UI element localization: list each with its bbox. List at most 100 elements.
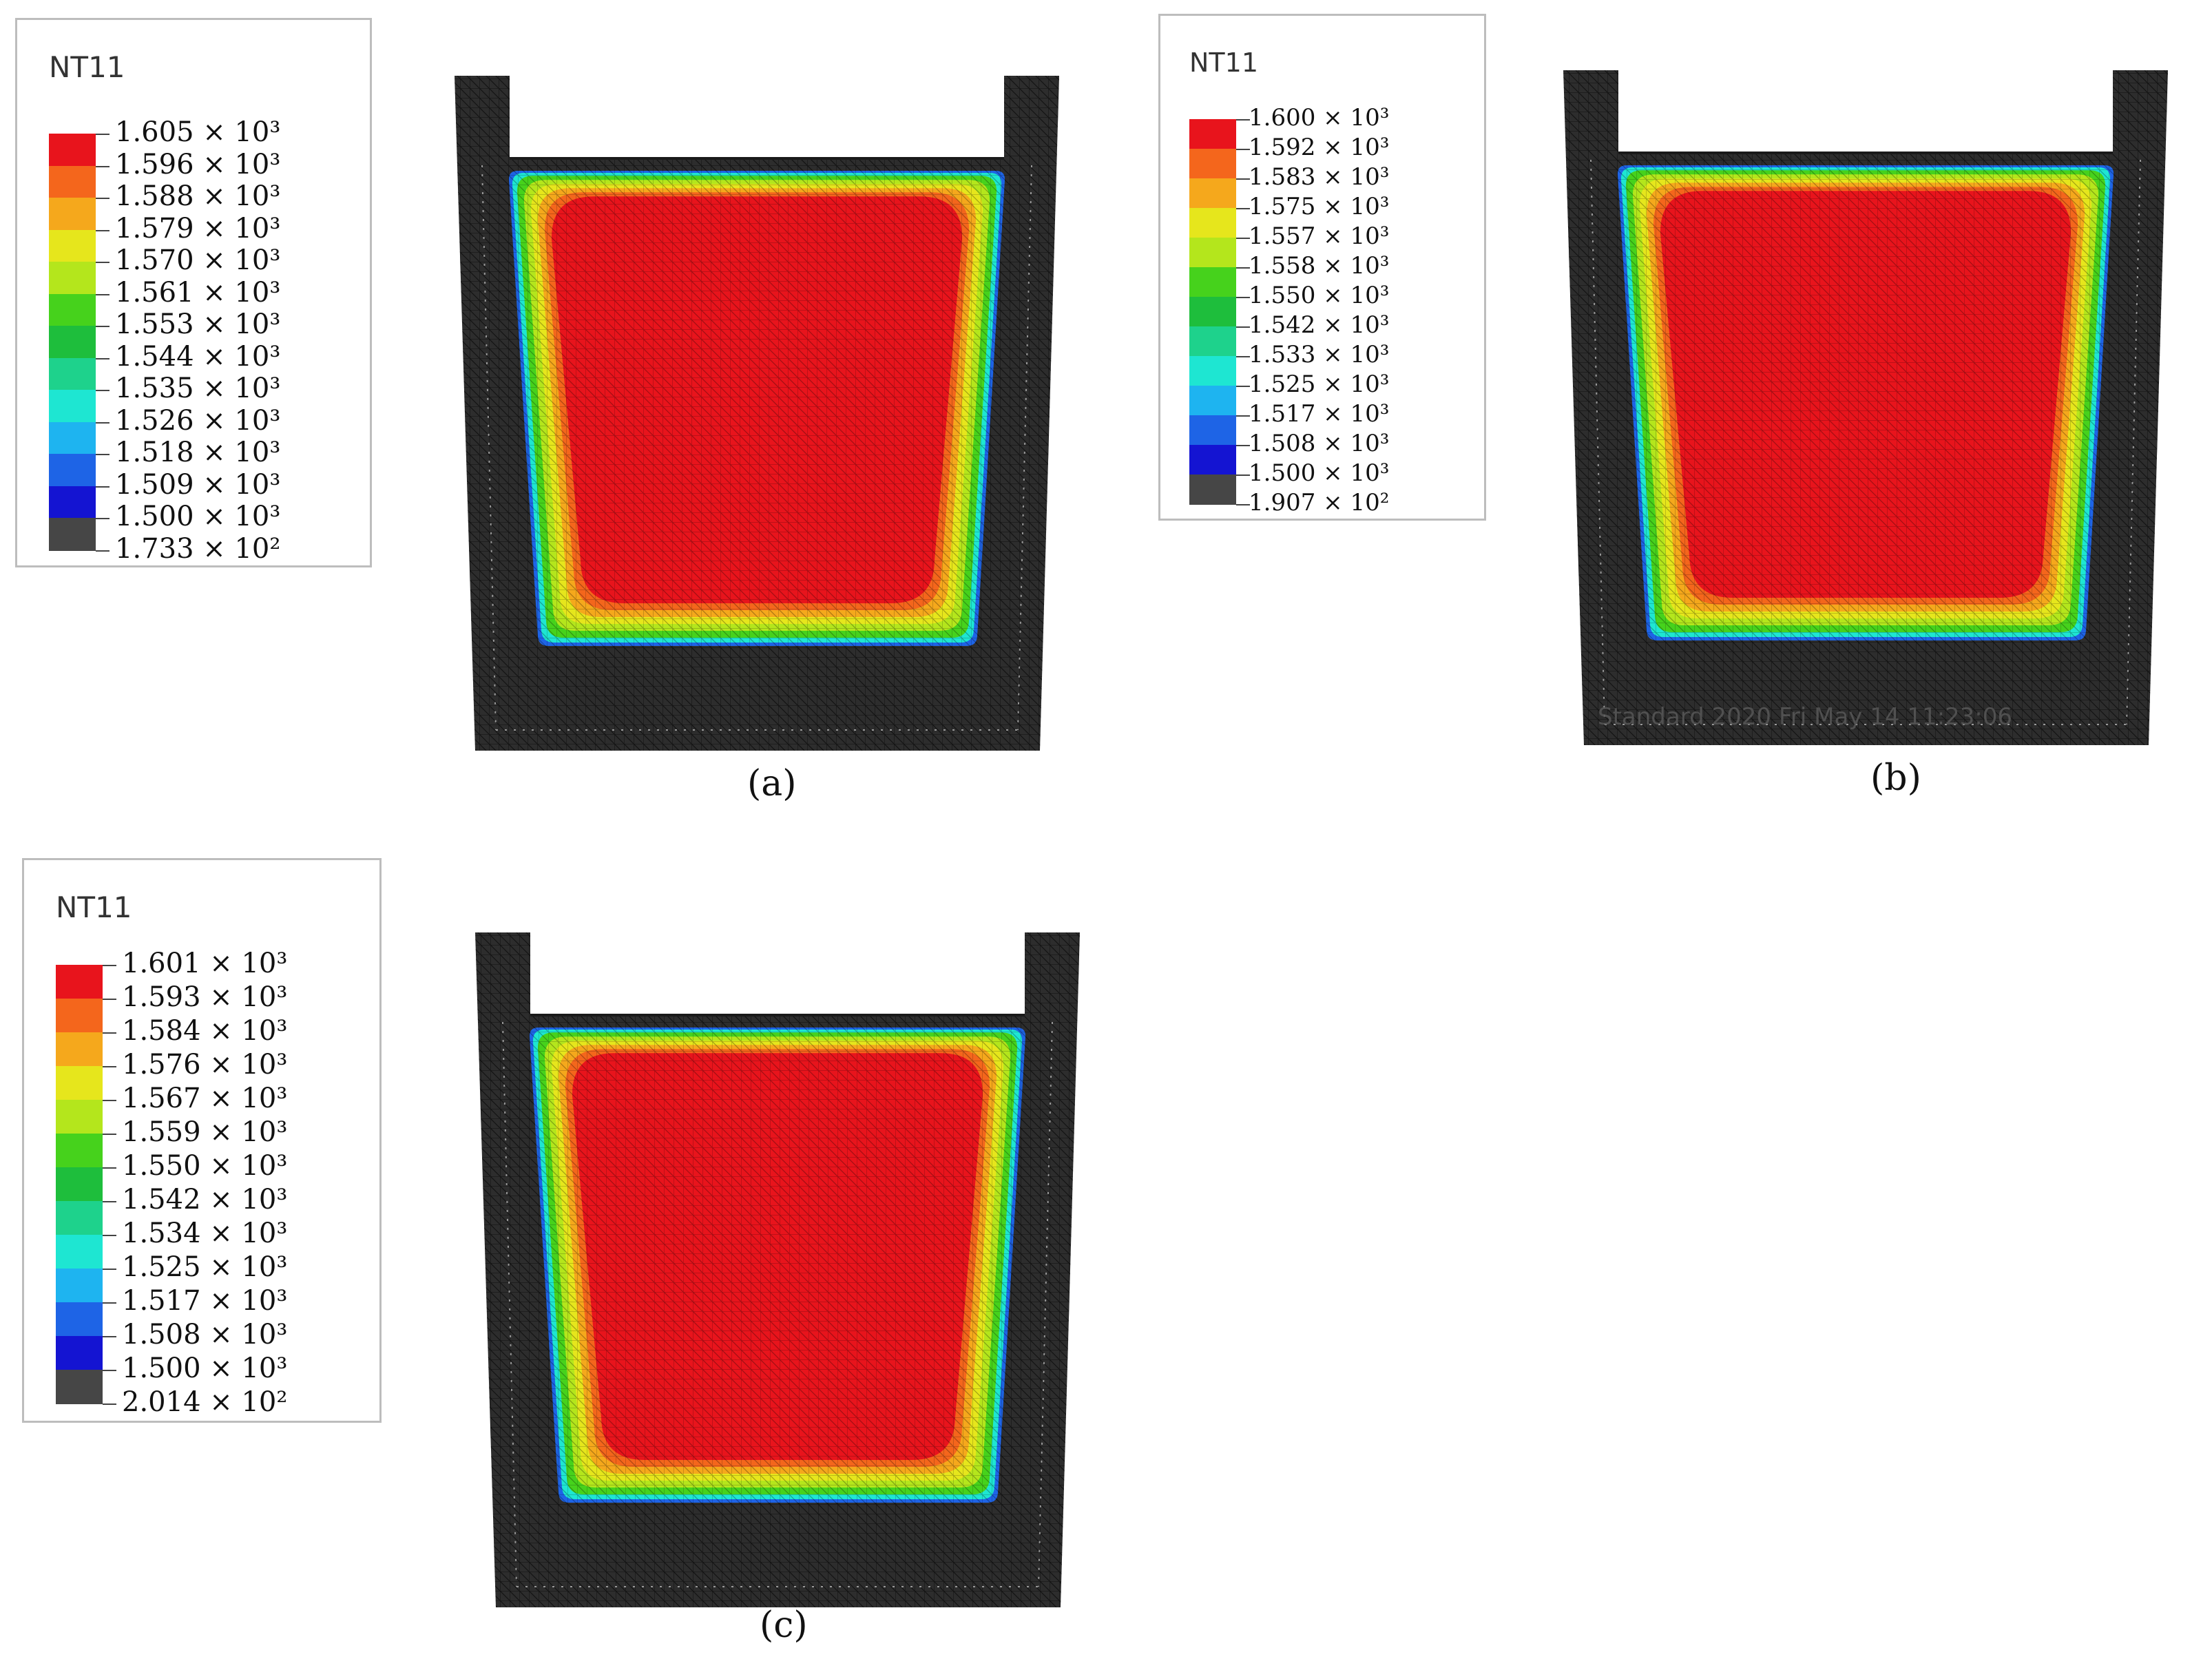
legend-label: 1.553 × 10³ (115, 309, 281, 340)
legend-a: NT11 1.605 × 10³ 1.596 × 10³ 1.588 × 10³ 1.… (15, 18, 372, 567)
legend-tick (96, 165, 109, 167)
contour-plot-a (455, 76, 1059, 751)
wall-dash-line (481, 165, 1032, 731)
legend-swatch (56, 1336, 103, 1370)
legend-label: 1.550 × 10³ (1249, 282, 1390, 310)
legend-tick (1236, 415, 1250, 417)
legend-swatch (1189, 119, 1236, 149)
legend-label: 1.526 × 10³ (115, 404, 281, 437)
legend-tick (96, 518, 109, 519)
legend-swatch (49, 198, 96, 231)
legend-label: 1.907 × 10² (1249, 489, 1390, 517)
legend-label: 1.508 × 10³ (122, 1319, 288, 1350)
legend-label: 1.500 × 10³ (115, 501, 281, 532)
legend-swatch (56, 1032, 103, 1067)
legend-tick (103, 1235, 116, 1236)
legend-swatch (56, 1134, 103, 1168)
legend-label: 1.605 × 10³ (115, 116, 281, 148)
legend-tick (103, 1370, 116, 1371)
legend-b: NT11 1.600 × 10³ 1.592 × 10³ 1.583 × 10³ 1.… (1158, 14, 1486, 521)
wall-dash-line (502, 1021, 1053, 1587)
legend-label: 1.584 × 10³ (122, 1015, 288, 1047)
legend-swatch (49, 357, 96, 390)
legend-tick (96, 262, 109, 263)
legend-swatch (49, 293, 96, 326)
melt-mesh (529, 1027, 1026, 1503)
legend-tick (1236, 356, 1250, 357)
legend-tick (1236, 178, 1250, 180)
legend-label: 1.542 × 10³ (122, 1184, 288, 1215)
legend-swatch (1189, 474, 1236, 505)
legend-label: 1.600 × 10³ (1249, 104, 1390, 132)
legend-swatch (49, 165, 96, 198)
contour-plot-b: Standard 2020 Fri May 14 11:23:06 (1563, 70, 2168, 745)
legend-label: 1.596 × 10³ (115, 148, 281, 180)
legend-tick (96, 134, 109, 135)
legend-label: 1.525 × 10³ (1249, 371, 1390, 399)
melt-mesh (1617, 165, 2114, 640)
legend-label: 1.500 × 10³ (1249, 459, 1390, 488)
legend-swatch (56, 1370, 103, 1404)
legend-swatch (1189, 267, 1236, 298)
legend-tick (1236, 386, 1250, 387)
legend-tick (96, 454, 109, 455)
legend-tick (1236, 149, 1250, 150)
legend-label: 1.588 × 10³ (115, 180, 281, 212)
legend-c: NT11 1.601 × 10³ 1.593 × 10³ 1.584 × 10³ 1.… (22, 858, 382, 1423)
legend-swatch (1189, 445, 1236, 475)
legend-tick (96, 421, 109, 424)
legend-swatch (49, 486, 96, 519)
legend-tick (1236, 208, 1250, 209)
legend-label: 1.601 × 10³ (122, 948, 288, 979)
legend-label: 1.570 × 10³ (115, 244, 281, 276)
legend-label: 1.575 × 10³ (1249, 193, 1390, 221)
legend-tick (1236, 504, 1250, 505)
legend-label: 1.534 × 10³ (122, 1218, 288, 1249)
caption-c: (c) (760, 1605, 808, 1646)
legend-swatch (56, 999, 103, 1033)
legend-label: 1.583 × 10³ (1249, 163, 1390, 191)
legend-title: NT11 (56, 890, 132, 924)
legend-label: 1.542 × 10³ (1249, 311, 1390, 340)
legend-tick (96, 550, 109, 552)
legend-tick (96, 198, 109, 199)
legend-tick (96, 486, 109, 488)
legend-swatch (49, 518, 96, 551)
legend-label: 1.517 × 10³ (122, 1285, 288, 1317)
legend-tick (96, 390, 109, 391)
legend-swatch (49, 262, 96, 295)
legend-swatch (56, 965, 103, 999)
legend-swatch (1189, 149, 1236, 179)
legend-swatch (56, 1167, 103, 1202)
legend-title: NT11 (1189, 48, 1258, 78)
legend-label: 1.533 × 10³ (1249, 341, 1390, 369)
legend-swatch (49, 390, 96, 423)
legend-label: 1.544 × 10³ (115, 340, 281, 373)
legend-tick (103, 1302, 116, 1304)
legend-swatch (1189, 386, 1236, 416)
legend-swatch (56, 1302, 103, 1337)
legend-label: 2.014 × 10² (122, 1386, 288, 1418)
legend-tick (103, 1201, 116, 1202)
legend-swatch (1189, 238, 1236, 268)
legend-tick (103, 1167, 116, 1169)
legend-label: 1.558 × 10³ (1249, 252, 1390, 280)
legend-tick (103, 965, 116, 966)
legend-swatch (49, 326, 96, 359)
legend-tick (1236, 238, 1250, 239)
legend-tick (1236, 119, 1250, 121)
legend-label: 1.509 × 10³ (115, 468, 281, 501)
legend-label: 1.559 × 10³ (122, 1116, 288, 1148)
legend-label: 1.535 × 10³ (115, 373, 281, 404)
legend-swatch (56, 1235, 103, 1269)
legend-label: 1.561 × 10³ (115, 276, 281, 309)
legend-tick (96, 293, 109, 295)
legend-label: 1.517 × 10³ (1249, 400, 1390, 428)
legend-tick (1236, 267, 1250, 269)
legend-swatch (49, 134, 96, 167)
legend-tick (103, 1100, 116, 1101)
legend-swatch (56, 1066, 103, 1100)
legend-label: 1.525 × 10³ (122, 1251, 288, 1283)
legend-label: 1.576 × 10³ (122, 1049, 288, 1081)
caption-a: (a) (747, 763, 797, 804)
